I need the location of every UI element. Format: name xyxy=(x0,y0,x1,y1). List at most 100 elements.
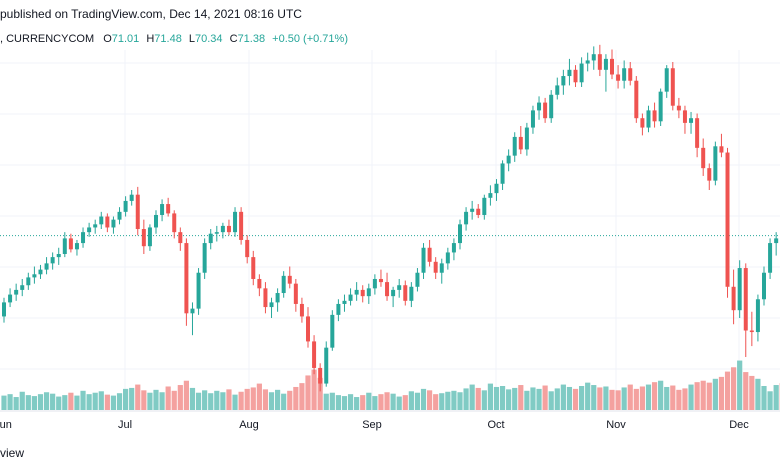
volume-bar xyxy=(238,391,244,410)
volume-bar xyxy=(761,386,767,410)
volume-bar xyxy=(165,386,171,410)
volume-bar xyxy=(43,392,50,410)
volume-bar xyxy=(281,393,287,410)
volume-bar xyxy=(341,396,348,410)
time-axis-label: Sep xyxy=(362,419,382,431)
candle-body xyxy=(397,285,402,290)
candle xyxy=(32,266,37,284)
volume-bar xyxy=(615,390,621,410)
volume-bar xyxy=(347,394,354,410)
volume-bar xyxy=(147,392,153,410)
candle-body xyxy=(458,224,462,244)
volume-bar xyxy=(256,383,262,410)
volume-bar xyxy=(712,378,718,410)
candle-body xyxy=(725,152,730,287)
candle-body xyxy=(713,146,718,181)
volume-bar xyxy=(74,395,80,410)
candle xyxy=(676,97,681,119)
candle xyxy=(567,58,572,86)
candle xyxy=(458,219,462,250)
candle xyxy=(160,199,165,222)
volume-bar xyxy=(123,388,129,410)
candle-body xyxy=(336,303,341,315)
candle xyxy=(281,271,286,298)
volume-bar xyxy=(536,388,542,410)
candle-body xyxy=(324,347,329,384)
candle xyxy=(391,286,396,308)
candle-body xyxy=(421,247,426,273)
candle-body xyxy=(257,278,262,289)
candle xyxy=(597,44,602,77)
chart-grid xyxy=(0,50,780,410)
candle xyxy=(336,299,341,322)
candle xyxy=(537,96,542,120)
candle xyxy=(482,194,487,220)
candle-body xyxy=(482,197,487,215)
candle xyxy=(38,264,43,279)
volume-bar xyxy=(676,389,682,410)
candle-body xyxy=(129,194,134,201)
candle xyxy=(591,46,596,70)
candle xyxy=(543,97,548,123)
candle xyxy=(476,204,481,219)
candle-body xyxy=(342,300,347,304)
candle-body xyxy=(81,232,86,244)
candle-body xyxy=(433,261,438,273)
volume-bar xyxy=(427,390,433,410)
candle xyxy=(141,219,146,254)
volume-bar xyxy=(706,382,712,410)
candle xyxy=(233,207,238,237)
volume-bar xyxy=(688,384,694,410)
volume-bar xyxy=(414,392,421,410)
candle xyxy=(622,60,627,89)
candle xyxy=(20,278,25,297)
candle-body xyxy=(44,263,49,270)
ohlc-legend: , CURRENCYCOM O71.01 H71.48 L70.34 C71.3… xyxy=(0,30,780,48)
candle xyxy=(330,310,335,351)
volume-bar xyxy=(220,392,226,410)
volume-bar xyxy=(116,393,123,410)
candle xyxy=(105,213,110,233)
candle xyxy=(549,90,554,123)
volume-bar xyxy=(287,390,293,410)
candle-body xyxy=(172,213,177,233)
candle xyxy=(166,197,171,217)
candle-body xyxy=(178,232,183,244)
candle xyxy=(670,62,675,111)
candle xyxy=(99,211,104,230)
candle-body xyxy=(774,238,779,244)
high-value: 71.48 xyxy=(154,33,182,45)
candle xyxy=(366,283,371,304)
candle xyxy=(731,269,736,325)
close-value: 71.38 xyxy=(237,33,266,45)
candle-body xyxy=(616,74,621,81)
candle xyxy=(451,238,456,261)
volume-bar xyxy=(366,392,372,410)
candle-body xyxy=(123,200,128,212)
volume-bar xyxy=(487,383,493,410)
candle-body xyxy=(409,286,414,301)
volume-bar xyxy=(323,393,329,410)
volume-bar xyxy=(62,395,68,410)
candle-body xyxy=(543,102,548,119)
volume-bar xyxy=(50,393,56,410)
candle-body xyxy=(403,285,408,301)
candle xyxy=(202,238,207,279)
candle xyxy=(354,282,359,301)
candle-body xyxy=(415,272,420,287)
candle xyxy=(774,232,779,256)
volume-bar xyxy=(463,388,469,410)
volume-bar xyxy=(420,388,427,410)
candle-body xyxy=(281,275,286,294)
volume-bar xyxy=(566,386,573,410)
volume-bar xyxy=(548,391,554,410)
time-axis-label: Jun xyxy=(0,419,12,431)
volume-bar xyxy=(560,384,566,410)
volume-bar xyxy=(542,385,548,410)
candle-body xyxy=(239,211,244,240)
candle-body xyxy=(135,194,140,230)
candle-body xyxy=(330,314,335,348)
volume-bar xyxy=(639,386,645,410)
candle xyxy=(755,294,760,342)
